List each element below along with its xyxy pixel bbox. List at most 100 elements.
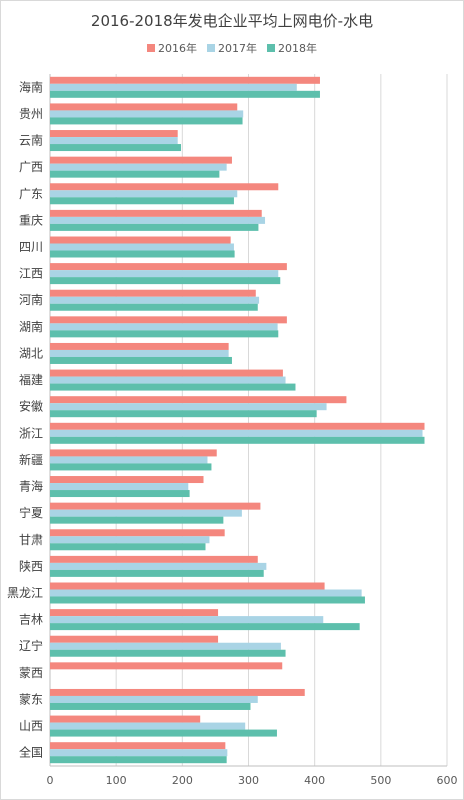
legend-item-2018: 2018年 [267,40,317,56]
category-label: 蒙西 [19,666,43,680]
category-label: 广东 [19,187,43,201]
bar-2018年-云南 [50,144,182,152]
bar-2018年-重庆 [50,223,259,231]
legend-item-2017: 2017年 [207,40,257,56]
bar-2018年-山西 [50,729,277,737]
x-tick-label: 300 [238,774,259,787]
bar-2016年-蒙东 [50,688,305,696]
x-tick-label: 0 [47,774,54,787]
bar-2017年-宁夏 [50,509,242,517]
bar-2016年-宁夏 [50,502,261,510]
category-label: 重庆 [19,213,43,227]
category-label: 河南 [19,292,43,307]
bar-2016年-江西 [50,263,287,271]
bar-2016年-新疆 [50,449,217,457]
category-label: 山西 [19,719,43,733]
x-tick-label: 100 [106,774,127,787]
bar-2016年-全国 [50,742,226,750]
bar-2016年-贵州 [50,103,238,111]
x-tick-label: 600 [437,774,458,787]
bar-2018年-辽宁 [50,649,286,657]
legend: 2016年 2017年 2018年 [0,40,464,56]
bar-2017年-安徽 [50,403,327,411]
category-label: 甘肃 [19,533,43,547]
bar-2018年-陕西 [50,569,264,577]
bar-2016年-青海 [50,476,204,484]
category-label: 浙江 [19,426,43,440]
bar-2018年-安徽 [50,410,317,418]
category-label: 安徽 [19,399,43,414]
x-tick-label: 500 [370,774,391,787]
bar-2016年-浙江 [50,422,425,430]
bar-2017年-广东 [50,190,238,198]
legend-swatch-2016 [147,44,155,52]
bar-2018年-河南 [50,303,258,311]
bar-2018年-全国 [50,756,227,764]
category-label: 辽宁 [19,638,43,653]
bar-2016年-四川 [50,236,231,244]
bar-2016年-广东 [50,183,279,191]
bar-2017年-陕西 [50,562,267,570]
bar-2017年-福建 [50,376,286,384]
bar-2016年-辽宁 [50,635,219,643]
bar-2018年-宁夏 [50,516,224,524]
bar-2017年-新疆 [50,456,208,464]
category-label: 吉林 [19,613,43,627]
bar-2018年-广东 [50,197,234,205]
bar-2016年-蒙西 [50,662,283,670]
bar-2016年-海南 [50,76,320,84]
bar-2017年-黑龙江 [50,589,362,597]
category-label: 福建 [19,372,43,387]
legend-swatch-2018 [267,44,275,52]
bar-2017年-海南 [50,83,297,91]
bar-2016年-甘肃 [50,529,225,537]
bar-2017年-广西 [50,163,227,171]
category-label: 四川 [19,240,43,254]
bar-2018年-广西 [50,170,220,178]
legend-label-2016: 2016年 [158,42,197,55]
bar-2018年-湖北 [50,356,232,364]
bar-2016年-河南 [50,289,256,297]
category-label: 全国 [19,745,43,760]
bar-2016年-广西 [50,156,232,164]
bar-2017年-辽宁 [50,642,281,650]
legend-label-2017: 2017年 [218,42,257,55]
category-label: 云南 [19,133,43,148]
bar-2017年-甘肃 [50,536,210,544]
category-label: 新疆 [19,452,43,467]
category-label: 陕西 [19,558,43,573]
bar-2018年-四川 [50,250,235,258]
x-tick-label: 200 [172,774,193,787]
bar-2017年-青海 [50,483,189,491]
category-label: 贵州 [19,107,43,121]
bar-2016年-湖南 [50,316,287,324]
bar-2018年-黑龙江 [50,596,365,604]
bar-2018年-福建 [50,383,296,391]
bar-2017年-四川 [50,243,234,251]
bar-2018年-贵州 [50,117,243,125]
bar-2016年-黑龙江 [50,582,325,590]
bar-2016年-山西 [50,715,201,723]
bar-2017年-全国 [50,749,228,757]
bar-2018年-蒙东 [50,702,251,710]
bar-2017年-吉林 [50,616,324,624]
bar-2016年-安徽 [50,396,347,404]
legend-item-2016: 2016年 [147,40,197,56]
bar-2016年-云南 [50,130,178,138]
bar-2016年-吉林 [50,609,219,617]
category-label: 黑龙江 [7,586,43,600]
bar-2017年-蒙东 [50,695,258,703]
bar-2016年-福建 [50,369,283,377]
x-tick-label: 400 [304,774,325,787]
bar-2018年-吉林 [50,623,360,631]
bar-2017年-山西 [50,722,246,730]
bar-2018年-浙江 [50,436,425,444]
bar-2017年-湖北 [50,349,229,357]
category-label: 湖北 [19,345,43,360]
bar-2016年-重庆 [50,209,262,217]
category-label: 海南 [19,79,43,94]
category-label: 江西 [19,267,43,281]
bar-2017年-云南 [50,137,178,145]
bar-2017年-江西 [50,270,279,278]
